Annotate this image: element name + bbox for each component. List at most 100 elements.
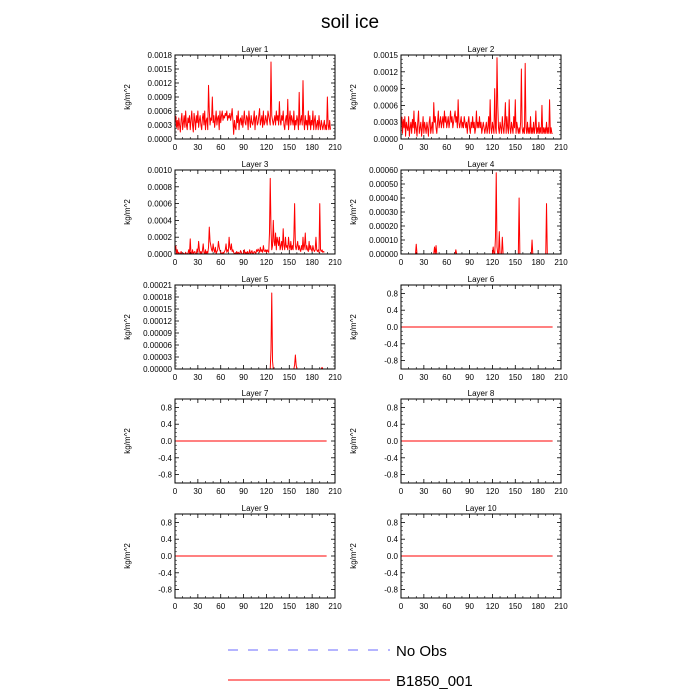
plot-frame — [174, 169, 336, 255]
x-tick-label: 60 — [216, 602, 225, 611]
y-tick-label: -0.4 — [384, 454, 398, 463]
y-tick-label: 0.0000 — [374, 135, 399, 144]
panel-layer-9: Layer 9 kg/m^2 0 30 60 90 120 150 180 210 -0.8 -0.4… — [123, 504, 342, 611]
series-line-B1850_001 — [401, 57, 553, 137]
y-tick-label: -0.8 — [158, 471, 172, 480]
x-tick-label: 210 — [328, 487, 342, 496]
figure-title: soil ice — [321, 12, 379, 33]
y-tick-label: 0.00021 — [143, 281, 172, 290]
series-line-B1850_001 — [175, 177, 325, 255]
x-tick-label: 30 — [419, 487, 428, 496]
y-tick-label: 0.8 — [161, 518, 173, 527]
x-tick-label: 90 — [465, 487, 474, 496]
x-tick-label: 90 — [239, 143, 248, 152]
y-tick-label: 0.0018 — [148, 51, 173, 60]
panel-title: Layer 8 — [468, 389, 495, 398]
x-tick-label: 60 — [442, 602, 451, 611]
y-tick-label: 0.00020 — [369, 222, 398, 231]
x-tick-label: 210 — [554, 143, 568, 152]
y-tick-label: 0.0003 — [148, 121, 173, 130]
plot-frame — [400, 54, 562, 140]
y-tick-label: 0.4 — [387, 306, 399, 315]
x-tick-label: 60 — [442, 373, 451, 382]
panel-title: Layer 3 — [242, 160, 269, 169]
y-tick-label: 0.0006 — [148, 200, 173, 209]
series-line-B1850_001 — [175, 61, 331, 135]
x-tick-label: 0 — [399, 258, 404, 267]
y-tick-label: 0.0010 — [148, 166, 173, 175]
y-axis-label: kg/m^2 — [349, 543, 358, 569]
y-tick-label: -0.8 — [384, 471, 398, 480]
x-tick-label: 120 — [260, 373, 274, 382]
x-tick-label: 120 — [260, 602, 274, 611]
x-tick-label: 60 — [216, 373, 225, 382]
x-tick-label: 180 — [531, 143, 545, 152]
x-tick-label: 210 — [554, 602, 568, 611]
x-tick-label: 180 — [305, 373, 319, 382]
panel-layer-2: Layer 2 kg/m^2 0 30 60 90 120 150 180 210 0.0000 0.… — [349, 45, 568, 152]
x-tick-label: 30 — [193, 373, 202, 382]
x-tick-label: 30 — [419, 258, 428, 267]
x-tick-label: 60 — [442, 487, 451, 496]
x-tick-label: 120 — [486, 487, 500, 496]
panel-layer-4: Layer 4 kg/m^2 0 30 60 90 120 150 180 210 0.00000 0… — [349, 160, 568, 267]
x-tick-label: 150 — [283, 602, 297, 611]
x-tick-label: 210 — [328, 373, 342, 382]
x-tick-label: 0 — [399, 487, 404, 496]
legend: No Obs B1850_001 — [228, 643, 473, 690]
x-tick-label: 90 — [239, 258, 248, 267]
y-axis-label: kg/m^2 — [349, 428, 358, 454]
x-tick-label: 0 — [173, 487, 178, 496]
x-tick-label: 150 — [283, 487, 297, 496]
plot-frame — [174, 513, 336, 599]
panel-title: Layer 1 — [242, 45, 269, 54]
y-tick-label: 0.0 — [161, 552, 173, 561]
x-tick-label: 90 — [465, 373, 474, 382]
y-tick-label: -0.4 — [158, 569, 172, 578]
y-tick-label: 0.00006 — [143, 341, 172, 350]
x-tick-label: 120 — [486, 143, 500, 152]
x-tick-label: 120 — [260, 143, 274, 152]
x-tick-label: 0 — [173, 258, 178, 267]
y-tick-label: 0.00018 — [143, 293, 172, 302]
x-tick-label: 0 — [173, 602, 178, 611]
y-tick-label: -0.8 — [384, 586, 398, 595]
y-tick-label: 0.0004 — [148, 216, 173, 225]
y-tick-label: 0.0000 — [148, 250, 173, 259]
x-tick-label: 150 — [509, 373, 523, 382]
y-tick-label: 0.00040 — [369, 194, 398, 203]
y-tick-label: 0.0 — [387, 552, 399, 561]
x-tick-label: 180 — [531, 602, 545, 611]
y-tick-label: 0.00010 — [369, 236, 398, 245]
x-tick-label: 60 — [442, 143, 451, 152]
panel-layer-7: Layer 7 kg/m^2 0 30 60 90 120 150 180 210 -0.8 -0.4… — [123, 389, 342, 496]
plot-frame — [174, 284, 336, 370]
x-tick-label: 30 — [193, 487, 202, 496]
panel-layer-5: Layer 5 kg/m^2 0 30 60 90 120 150 180 210 0.00000 0… — [123, 275, 342, 382]
x-tick-label: 150 — [509, 487, 523, 496]
x-tick-label: 60 — [216, 258, 225, 267]
y-tick-label: 0.0009 — [374, 85, 399, 94]
y-tick-label: -0.4 — [158, 454, 172, 463]
series-line-B1850_001 — [175, 292, 329, 370]
x-tick-label: 30 — [419, 143, 428, 152]
y-tick-label: -0.4 — [384, 569, 398, 578]
x-tick-label: 150 — [283, 373, 297, 382]
y-axis-label: kg/m^2 — [349, 199, 358, 225]
y-tick-label: 0.00000 — [143, 365, 172, 374]
y-tick-label: -0.8 — [384, 357, 398, 366]
x-tick-label: 0 — [173, 373, 178, 382]
y-tick-label: -0.8 — [158, 586, 172, 595]
y-axis-label: kg/m^2 — [123, 543, 132, 569]
y-axis-label: kg/m^2 — [349, 314, 358, 340]
x-tick-label: 30 — [193, 258, 202, 267]
x-tick-label: 90 — [239, 602, 248, 611]
y-tick-label: 0.4 — [387, 420, 399, 429]
y-tick-label: 0.0003 — [374, 118, 399, 127]
y-axis-label: kg/m^2 — [349, 84, 358, 110]
y-tick-label: 0.00030 — [369, 208, 398, 217]
legend-label-2: B1850_001 — [396, 673, 473, 690]
y-tick-label: 0.00015 — [143, 305, 172, 314]
x-tick-label: 60 — [442, 258, 451, 267]
x-tick-label: 180 — [531, 487, 545, 496]
